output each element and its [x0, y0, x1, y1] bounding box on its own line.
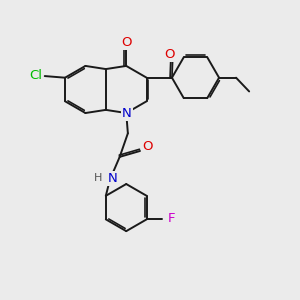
Text: N: N	[108, 172, 117, 185]
Text: Cl: Cl	[29, 69, 42, 82]
Text: O: O	[142, 140, 152, 153]
Text: F: F	[168, 212, 175, 225]
Text: O: O	[164, 48, 175, 61]
Text: N: N	[122, 107, 132, 120]
Text: H: H	[94, 173, 103, 184]
Text: O: O	[121, 35, 131, 49]
